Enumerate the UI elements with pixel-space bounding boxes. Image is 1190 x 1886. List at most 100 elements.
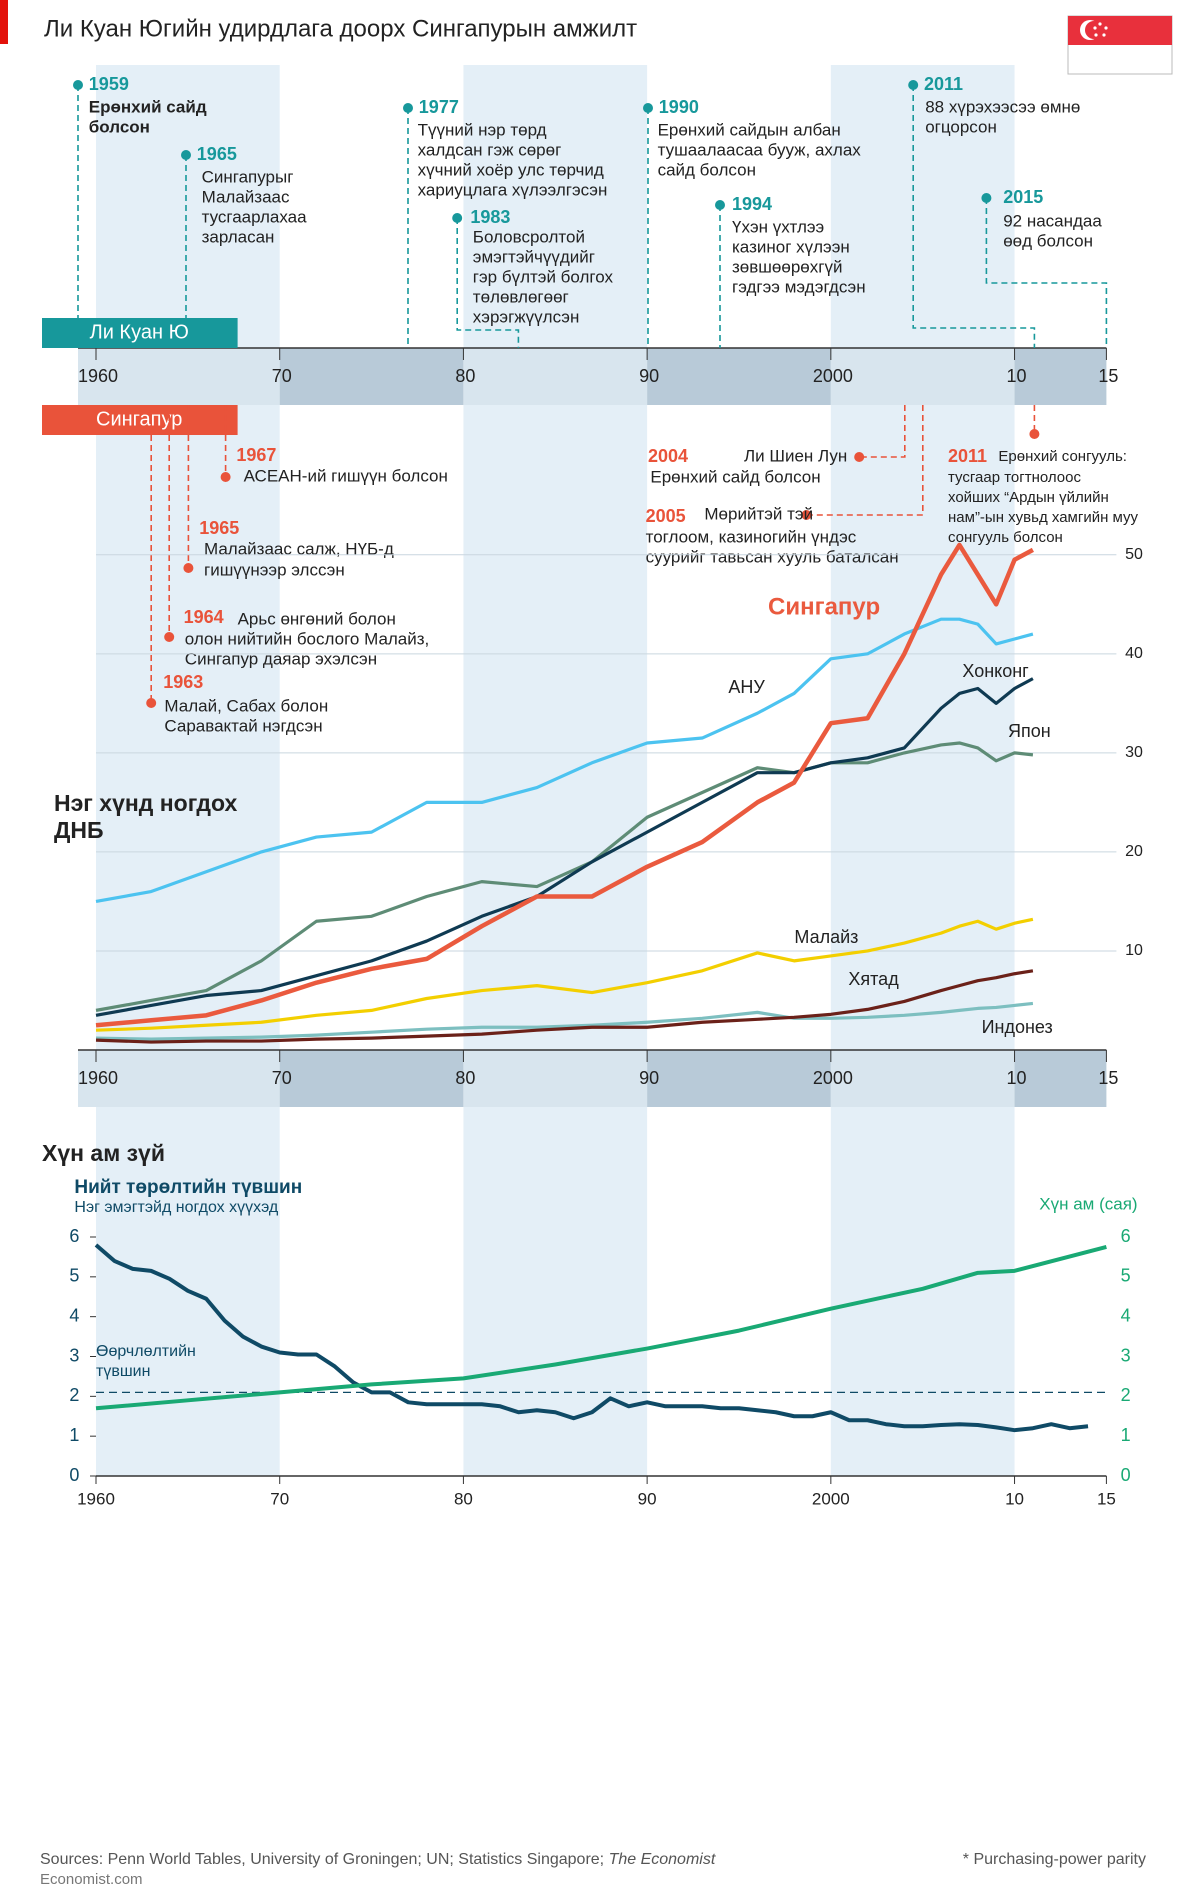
event-year: 1965 [199,518,239,538]
event-text: Ли Шиен Лун [744,446,847,465]
axis-segment [647,348,831,405]
event-text: Малайзаас [202,187,290,206]
event-text: казиног хүлээн [732,237,850,256]
event-text: Мөрийтэй тэй [704,504,813,523]
event-dot [981,193,992,203]
y-tick-label: 20 [1125,843,1143,860]
y-tick-label: 0 [69,1465,79,1485]
event-dot [854,452,865,462]
connector [456,218,520,348]
event-dot [908,80,919,90]
series-label: Хүн ам (сая) [1039,1194,1137,1213]
event-text: сонгууль болсон [948,529,1063,546]
event-year: 2011 [924,74,963,94]
leader-label: Ли Куан Ю [90,321,189,343]
series-label: Нийт төрөлтийн түвшин [74,1177,302,1198]
event-text: 88 хүрэхээсээ өмнө [925,97,1080,116]
x-tick-label: 1960 [78,366,118,386]
event-text: огцорсон [925,117,997,136]
event-text: эмэгтэйчүүдийг [473,247,595,266]
event-text: Үхэн үхтлээ [732,217,824,236]
y2-tick-label: 1 [1121,1425,1131,1445]
event-year: 1994 [732,194,772,214]
event-text: халдсан гэж сөрөг [418,140,562,159]
sources-italic: The Economist [609,1851,716,1868]
event-year: 1965 [197,144,237,164]
event-dot [164,632,175,642]
event-text: тусгаарлахаа [202,207,308,226]
x-tick-label: 10 [1007,1068,1027,1088]
x-tick-label: 1960 [78,1068,118,1088]
series-subtitle: Нэг эмэгтэйд ногдох хүүхэд [74,1199,279,1216]
event-text: Сингапур даяар эхэлсэн [185,649,377,668]
connector [985,198,1108,348]
event-year: 2004 [648,446,688,466]
axis-segment [279,1050,464,1107]
axis-bar [78,1050,96,1107]
event-text: АСЕАН-ий гишүүн болсон [244,466,448,485]
event-dot [452,213,463,223]
series-label: Индонез [982,1017,1053,1037]
brand: Economist.com [40,1871,143,1886]
event-text: олон нийтийн бослого Малайз, [185,629,429,648]
event-text: Ерөнхий сайдын албан [658,120,841,139]
event-year: 2005 [646,506,686,526]
page-title: Ли Куан Югийн удирдлага доорх Сингапурын… [44,15,637,42]
x-tick-label: 90 [639,366,659,386]
x-tick-label: 70 [272,1068,292,1088]
y2-tick-label: 5 [1121,1266,1131,1286]
event-text: Түүний нэр төрд [418,120,547,139]
event-text: Боловсролтой [473,227,585,246]
axis-segment [1014,1050,1107,1107]
event-text: суурийг тавьсан хууль баталсан [646,547,899,566]
reference-label: түвшин [96,1363,150,1380]
event-dot [715,200,725,210]
y-tick-label: 10 [1125,942,1143,959]
x-tick-label: 80 [454,1489,473,1508]
axis-segment [463,1050,648,1107]
event-text: тусгаар тогтнолоос [948,469,1081,486]
axis-segment [830,1050,1015,1107]
y-tick-label: 6 [69,1226,79,1246]
event-text: гишүүнээр элссэн [204,560,345,579]
y-tick-label: 3 [69,1345,79,1365]
country-box [42,405,238,435]
x-tick-label: 90 [639,1068,659,1088]
footnote: * Purchasing-power parity [963,1851,1146,1868]
event-text: Малайзаас салж, НҮБ-д [204,539,394,558]
y2-tick-label: 3 [1121,1345,1131,1365]
event-text: зарласан [202,227,275,246]
event-text: төлөвлөгөөг [473,287,569,306]
series-line [95,1001,1034,1041]
event-year: 1983 [470,207,510,227]
series-label: Малайз [794,927,858,947]
series-label: Сингапур [768,593,880,620]
x-tick-label: 15 [1098,1068,1118,1088]
y-tick-label: 4 [69,1305,79,1325]
x-tick-label: 70 [272,366,292,386]
event-text: сайд болсон [658,160,756,179]
connector [912,85,1036,348]
event-dot [146,698,157,708]
y2-tick-label: 0 [1121,1465,1131,1485]
event-year: 1959 [89,74,129,94]
axis-segment [96,1050,280,1107]
series-label: Хятад [848,969,899,989]
axis-segment [279,348,464,405]
axis-segment [463,348,648,405]
reference-label: Өөрчлөлтийн [96,1343,196,1360]
x-tick-label: 10 [1007,366,1027,386]
event-year: 1967 [236,445,276,465]
event-dot [403,103,413,113]
event-text: Саравактай нэгдсэн [164,716,322,735]
event-text: Ерөнхий сонгууль: [998,448,1127,465]
leader-box [42,318,238,348]
x-tick-label: 2000 [813,366,853,386]
country-label: Сингапур [96,408,182,430]
y-tick-label: 2 [69,1385,79,1405]
axis-segment [96,348,280,405]
axis-segment [830,348,1015,405]
axis-bar [78,348,96,405]
flag [1067,15,1173,75]
